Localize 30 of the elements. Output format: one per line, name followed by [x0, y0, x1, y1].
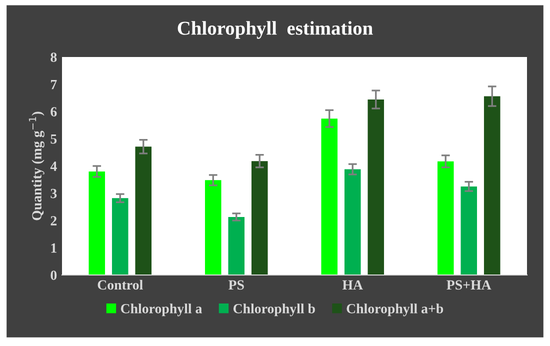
bar	[368, 100, 384, 275]
bar	[228, 216, 245, 275]
y-tick-label: 5	[50, 134, 57, 144]
bar	[344, 169, 361, 275]
y-tick-label: 6	[50, 107, 57, 116]
y-tick-label: 8	[50, 52, 57, 62]
legend-label: Chlorophyll b	[233, 304, 315, 316]
bar	[321, 118, 338, 275]
x-tick-label: PS+HA	[446, 280, 492, 290]
y-tick-label: 2	[50, 216, 57, 226]
bar	[112, 198, 128, 275]
x-tick-label: PS	[228, 280, 244, 290]
y-tick-label: 0	[50, 270, 57, 280]
x-tick-label: HA	[342, 280, 363, 290]
bar	[88, 171, 106, 275]
bar	[204, 180, 222, 275]
y-tick-label: 7	[50, 80, 57, 90]
y-tick-label: 3	[50, 188, 57, 198]
bar	[135, 146, 152, 275]
y-tick-label: 1	[51, 243, 56, 253]
legend-label: Chlorophyll a+b	[346, 304, 444, 316]
bar	[460, 186, 478, 275]
bar	[251, 161, 268, 275]
y-axis-title: Quantity (mg g$^{−1}$)	[28, 112, 44, 220]
legend-label: Chlorophyll a	[120, 304, 202, 316]
bar	[484, 96, 500, 275]
bar	[437, 161, 454, 275]
x-tick-label: Control	[98, 280, 143, 290]
chart-title: Chlorophyll estimation	[178, 21, 373, 39]
y-tick-label: 4	[50, 162, 57, 171]
